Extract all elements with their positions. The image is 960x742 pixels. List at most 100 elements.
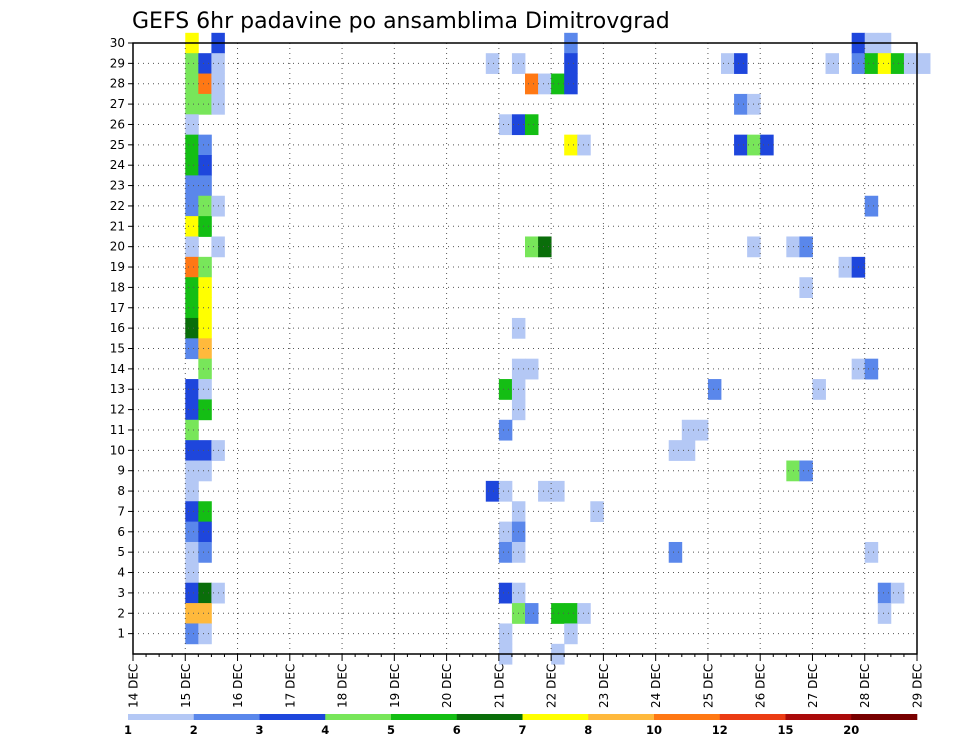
heatmap-cell [198, 460, 212, 482]
heatmap-cell [185, 134, 199, 156]
x-tick-label: 16 DEC [231, 664, 245, 708]
heatmap-cell [538, 236, 552, 258]
y-tick-label: 14 [110, 362, 125, 376]
heatmap-cell [864, 358, 879, 380]
y-tick-label: 17 [110, 301, 125, 315]
heatmap-cell [577, 603, 591, 624]
x-tick-label: 15 DEC [179, 664, 193, 708]
heatmap-cell [877, 53, 892, 74]
colorbar-label: 15 [777, 723, 793, 737]
chart-title: GEFS 6hr padavine po ansamblima Dimitrov… [132, 9, 670, 34]
heatmap-cell [799, 460, 813, 482]
x-tick-label: 29 DEC [911, 664, 925, 708]
y-tick-label: 22 [110, 199, 125, 213]
y-tick-label: 28 [110, 77, 125, 91]
heatmap-cell [498, 521, 513, 543]
x-tick-label: 18 DEC [336, 664, 350, 708]
x-tick-label: 28 DEC [858, 664, 872, 708]
heatmap-cell [198, 53, 212, 74]
heatmap-cell [198, 358, 212, 380]
heatmap-cell [198, 73, 212, 95]
colorbar-swatch [654, 714, 721, 720]
colorbar-label: 8 [584, 723, 592, 737]
y-tick-label: 24 [110, 158, 125, 172]
x-tick-label: 27 DEC [806, 664, 820, 708]
x-tick-label: 24 DEC [649, 664, 663, 708]
x-tick-label: 19 DEC [388, 664, 402, 708]
x-axis: 14 DEC 15 DEC 16 DEC 17 DEC 18 DEC 19 DEC 20 D… [127, 654, 925, 708]
heatmap-cell [198, 338, 212, 360]
heatmap-cell [198, 93, 212, 115]
heatmap-cell [185, 236, 199, 258]
heatmap-cell [538, 480, 552, 502]
y-tick-label: 2 [117, 606, 125, 620]
heatmap-cell [877, 603, 892, 624]
y-tick-label: 1 [117, 627, 125, 641]
heatmap-cell [185, 297, 199, 319]
heatmap-cell [564, 53, 578, 74]
y-tick-label: 7 [117, 504, 125, 518]
heatmap-cell [198, 155, 212, 176]
heatmap-cell [668, 440, 683, 461]
colorbar-swatch [588, 714, 655, 720]
x-tick-label: 23 DEC [597, 664, 611, 708]
heatmap-cell [185, 379, 199, 400]
colorbar-swatch [128, 714, 195, 720]
heatmap-cell [198, 521, 212, 543]
heatmap-cell [734, 93, 748, 115]
heatmap-cell [185, 277, 199, 298]
heatmap-cell [498, 114, 513, 136]
heatmap-cell [185, 399, 199, 421]
y-tick-label: 10 [110, 443, 125, 457]
heatmap-cell [668, 541, 683, 563]
heatmap-cell [198, 297, 212, 319]
y-axis: 1234567891011121314151617181920212223242… [110, 36, 133, 641]
heatmap-cell [525, 358, 539, 380]
colorbar-swatch [522, 714, 589, 720]
heatmap-cell [185, 603, 199, 624]
colorbar-label: 6 [453, 723, 461, 737]
heatmap-cell [498, 419, 513, 441]
y-tick-label: 21 [110, 219, 125, 233]
heatmap-cell [564, 623, 578, 645]
y-tick-label: 11 [110, 423, 125, 437]
heatmap-cell [185, 419, 199, 441]
x-tick-label: 21 DEC [492, 664, 506, 708]
heatmap-cell [890, 53, 905, 74]
heatmap-cell [198, 399, 212, 421]
heatmap-cell [734, 53, 748, 74]
heatmap-cell [198, 440, 212, 461]
heatmap-cell [198, 277, 212, 298]
y-tick-label: 20 [110, 240, 125, 254]
heatmap-cell [198, 582, 212, 604]
heatmap-cell [525, 603, 539, 624]
y-tick-label: 29 [110, 56, 125, 70]
y-tick-label: 18 [110, 280, 125, 294]
y-tick-label: 4 [117, 566, 125, 580]
colorbar-label: 2 [190, 723, 198, 737]
heatmap-cell [185, 317, 199, 339]
y-tick-label: 23 [110, 179, 125, 193]
heatmap-cell [485, 480, 500, 502]
heatmap-cell [877, 582, 892, 604]
heatmap-cell [185, 501, 199, 523]
heatmap-cell [864, 53, 879, 74]
y-tick-label: 15 [110, 342, 125, 356]
heatmap-cells [185, 32, 931, 665]
heatmap-cell [498, 480, 513, 502]
heatmap-cell [799, 236, 813, 258]
heatmap-cell [890, 582, 905, 604]
x-tick-label: 14 DEC [127, 664, 141, 708]
colorbar-label: 3 [255, 723, 263, 737]
heatmap-cell [485, 53, 500, 74]
y-tick-label: 19 [110, 260, 125, 274]
heatmap-cell [185, 338, 199, 360]
heatmap-cell [198, 603, 212, 624]
heatmap-cell [590, 501, 604, 523]
heatmap-cell [185, 175, 199, 197]
heatmap-cell [564, 134, 578, 156]
y-tick-label: 3 [117, 586, 125, 600]
heatmap-cell [185, 195, 199, 217]
colorbar-label: 4 [321, 723, 329, 737]
colorbar-label: 12 [712, 723, 728, 737]
